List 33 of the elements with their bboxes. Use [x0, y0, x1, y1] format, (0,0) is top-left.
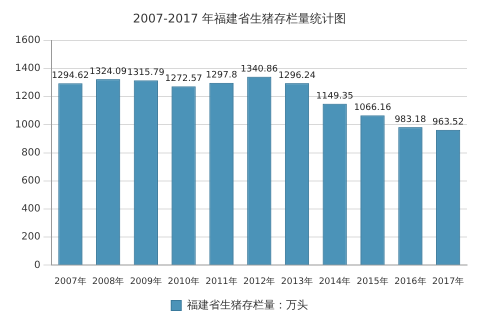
data-label: 1272.57: [165, 74, 202, 84]
y-tick-label: 1600: [14, 34, 40, 46]
y-tick-label: 400: [21, 204, 40, 215]
x-tick-label: 2016年: [394, 276, 426, 287]
y-tick-label: 600: [21, 175, 40, 186]
data-label: 963.52: [432, 118, 464, 128]
data-label: 983.18: [394, 114, 426, 125]
x-tick-label: 2017年: [432, 276, 464, 287]
x-tick-label: 2013年: [281, 276, 313, 287]
data-label: 1297.8: [206, 70, 238, 81]
y-tick-label: 1400: [14, 63, 40, 74]
y-tick-label: 0: [34, 260, 40, 271]
x-tick-label: 2007年: [54, 276, 86, 287]
y-tick-label: 1200: [14, 91, 40, 102]
x-tick-label: 2010年: [168, 276, 200, 287]
x-tick-label: 2009年: [130, 276, 162, 287]
data-label: 1324.09: [90, 67, 127, 78]
chart-title: 2007-2017 年福建省生猪存栏量统计图: [132, 11, 346, 26]
data-label: 1066.16: [354, 103, 392, 114]
y-tick-label: 800: [21, 147, 40, 158]
x-tick-label: 2012年: [243, 276, 276, 287]
x-tick-label: 2015年: [356, 276, 389, 287]
data-label: 1315.79: [127, 68, 165, 78]
legend-label: 福建省生猪存栏量：万头: [186, 298, 308, 312]
y-tick-label: 1000: [14, 119, 40, 130]
y-tick-label: 200: [21, 232, 40, 243]
data-label: 1294.62: [52, 71, 89, 82]
x-tick-label: 2011年: [205, 276, 238, 287]
x-tick-label: 2008年: [92, 276, 124, 287]
x-tick-label: 2014年: [318, 276, 351, 287]
data-label: 1340.86: [240, 64, 278, 75]
data-label: 1296.24: [278, 70, 316, 81]
data-label: 1149.35: [316, 92, 354, 102]
